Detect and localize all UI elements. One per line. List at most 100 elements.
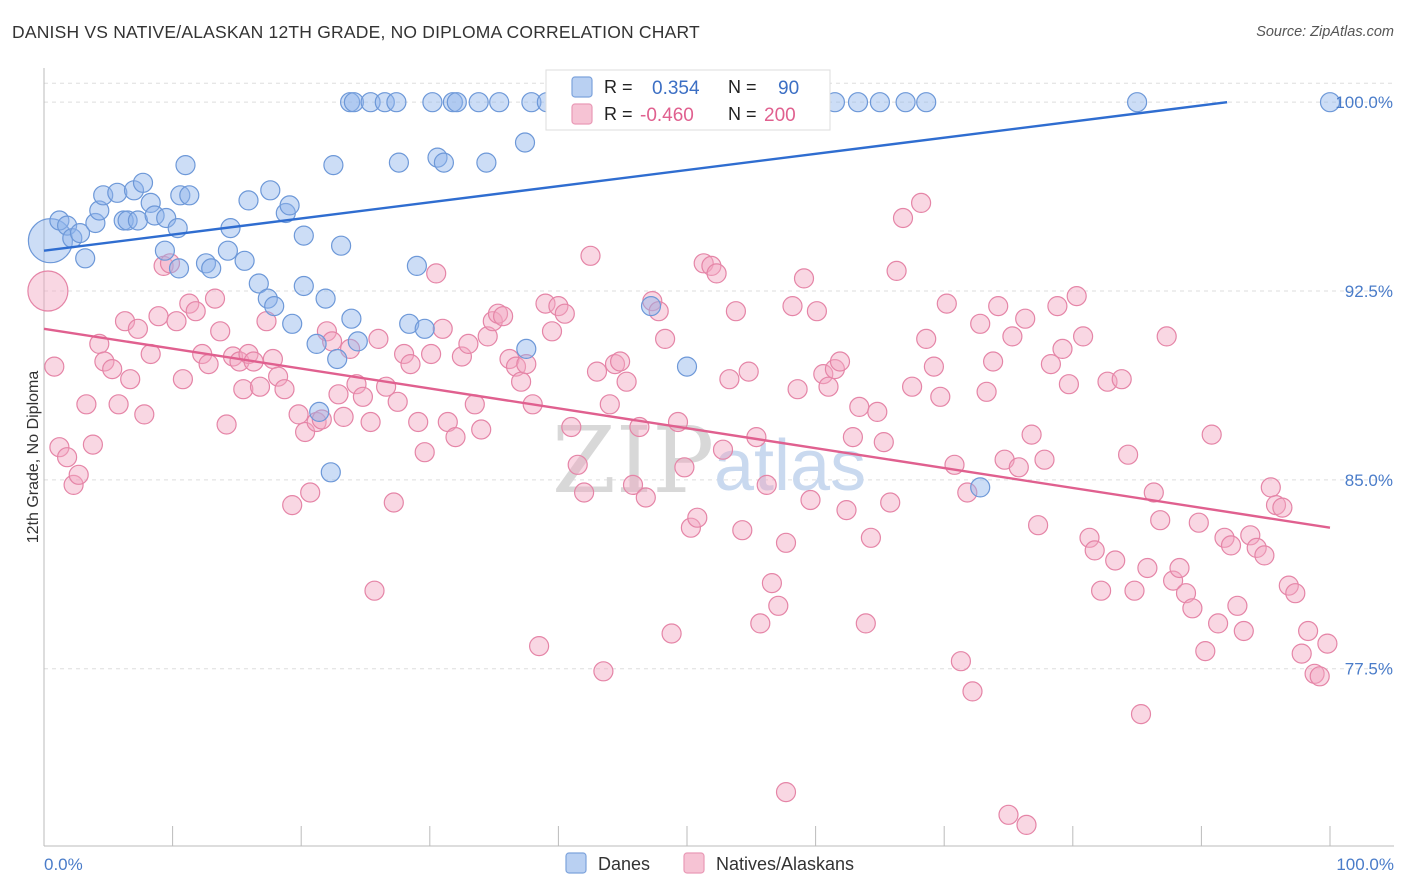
natives-alaskans-point — [102, 359, 123, 380]
natives-alaskans-point — [56, 447, 78, 468]
natives-alaskans-point — [414, 442, 435, 463]
natives-alaskans-point — [1309, 666, 1330, 687]
danes-point — [399, 313, 420, 334]
natives-alaskans-point — [535, 293, 556, 314]
natives-alaskans-point — [421, 343, 442, 365]
natives-alaskans-point — [860, 527, 882, 548]
natives-alaskans-point — [910, 192, 932, 213]
natives-alaskans-point — [706, 263, 727, 284]
natives-alaskans-point — [268, 366, 289, 387]
natives-alaskans-point — [1195, 640, 1216, 662]
danes-point — [341, 308, 362, 329]
natives-alaskans-point — [787, 379, 808, 400]
natives-alaskans-point — [400, 354, 421, 375]
natives-alaskans-point — [1021, 424, 1042, 445]
y-axis-label: 12th Grade, No Diploma — [25, 371, 42, 544]
danes-point — [516, 338, 537, 359]
natives-alaskans-point — [1150, 510, 1171, 531]
natives-alaskans-point — [295, 421, 316, 443]
danes-point — [238, 190, 259, 211]
danes-point — [360, 92, 381, 113]
natives-alaskans-point — [867, 401, 888, 422]
danes-point — [521, 92, 542, 113]
natives-alaskans-point — [916, 328, 937, 349]
legend-box — [545, 69, 831, 131]
natives-alaskans-point — [134, 404, 155, 425]
natives-alaskans-point — [836, 500, 857, 521]
natives-alaskans-point — [127, 318, 148, 339]
danes-point — [468, 92, 489, 113]
danes-point — [140, 192, 161, 213]
natives-alaskans-point — [976, 381, 997, 402]
natives-alaskans-point — [818, 376, 839, 397]
natives-alaskans-point — [1084, 540, 1105, 561]
danes-point — [69, 223, 91, 244]
natives-alaskans-point — [185, 301, 206, 322]
natives-alaskans-point — [383, 492, 404, 513]
natives-alaskans-point — [1304, 663, 1325, 684]
danes-point — [676, 356, 698, 377]
natives-alaskans-point — [63, 474, 84, 495]
natives-alaskans-point — [210, 321, 231, 342]
natives-alaskans-point — [880, 492, 901, 513]
chart-title: DANISH VS NATIVE/ALASKAN 12TH GRADE, NO … — [12, 22, 700, 42]
legend-n-value-danes: 90 — [778, 78, 799, 99]
natives-alaskans-point — [616, 371, 637, 392]
danes-point — [248, 273, 269, 294]
danes-point — [201, 258, 222, 279]
x-tick-marks — [43, 826, 1331, 846]
danes-point — [446, 92, 467, 113]
natives-alaskans-point — [27, 270, 69, 312]
natives-alaskans-point — [528, 635, 550, 657]
natives-alaskans-point — [674, 457, 695, 478]
natives-alaskans-point — [352, 386, 373, 407]
natives-alaskans-point — [1317, 633, 1338, 654]
x-tick-label-max: 100.0% — [1336, 855, 1394, 874]
legend-bottom-label-danes: Danes — [598, 854, 650, 874]
danes-point — [323, 155, 344, 176]
natives-alaskans-point — [1137, 557, 1158, 579]
natives-alaskans-point — [233, 379, 254, 400]
danes-point — [279, 195, 300, 216]
danes-point — [331, 235, 352, 256]
danes-point — [75, 248, 96, 269]
danes-point — [1126, 92, 1148, 113]
legend-bottom-swatch-danes — [565, 852, 587, 874]
danes-point — [320, 462, 341, 483]
natives-alaskans-point — [1169, 557, 1190, 579]
legend-swatch-natives — [571, 103, 593, 125]
y-tick-label: 85.0% — [1345, 471, 1393, 490]
danes-point — [234, 250, 255, 271]
natives-alaskans-point — [172, 369, 193, 390]
natives-alaskans-point — [793, 268, 815, 289]
natives-alaskans-point — [364, 580, 385, 601]
danes-point — [117, 210, 138, 231]
y-tick-labels: 100.0% 92.5% 85.0% 77.5% — [1335, 93, 1393, 679]
danes-point — [56, 215, 78, 236]
natives-alaskans-point — [1008, 457, 1029, 478]
natives-alaskans-point — [493, 306, 514, 327]
legend-stats: R = 0.354 N = 90 R = -0.460 N = 200 — [545, 69, 831, 131]
danes-point — [406, 255, 427, 276]
natives-alaskans-point — [901, 376, 923, 397]
natives-alaskans-point — [120, 369, 141, 390]
natives-alaskans-point — [719, 369, 740, 390]
danes-point — [260, 180, 281, 201]
natives-alaskans-point — [451, 346, 472, 367]
natives-alaskans-point — [873, 432, 894, 453]
natives-alaskans-point — [282, 495, 303, 516]
natives-alaskans-point — [426, 263, 447, 284]
natives-alaskans-point — [1072, 326, 1094, 347]
natives-alaskans-point — [516, 354, 537, 375]
danes-point — [309, 401, 330, 422]
natives-alaskans-point — [1066, 286, 1087, 307]
natives-alaskans-point — [982, 351, 1004, 372]
natives-alaskans-point — [892, 207, 914, 229]
natives-alaskans-point — [775, 532, 797, 553]
natives-alaskans-point — [599, 394, 620, 415]
natives-alaskans-point — [445, 427, 466, 448]
natives-alaskans-point — [1260, 477, 1281, 498]
natives-alaskans-point — [800, 489, 821, 511]
danes-point — [422, 92, 443, 113]
natives-alaskans-point — [148, 306, 169, 327]
